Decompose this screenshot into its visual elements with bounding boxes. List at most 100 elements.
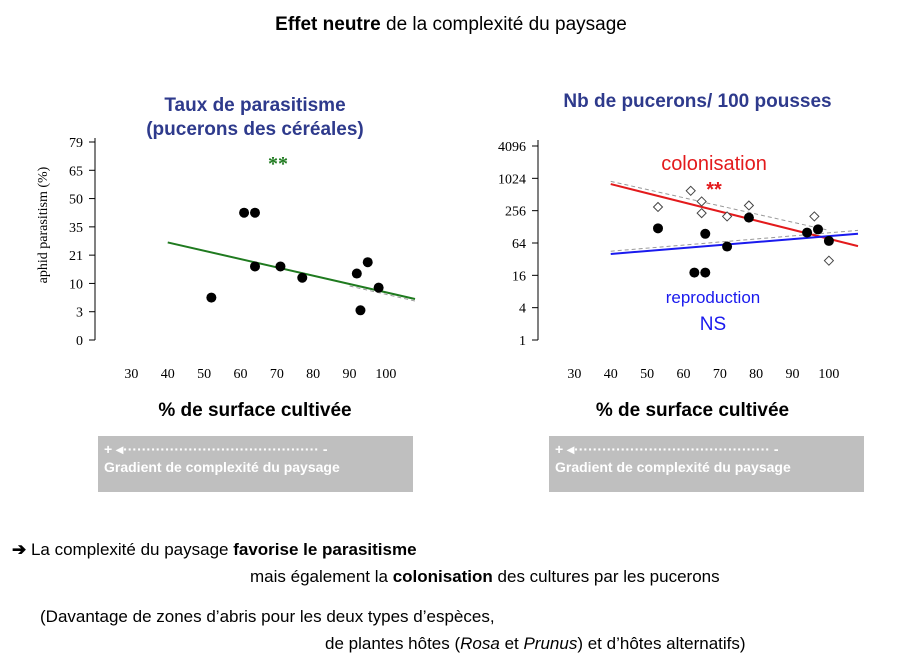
page-title: Effet neutre de la complexité du paysage (0, 14, 902, 36)
left-data-point (355, 305, 366, 316)
left-y-tick-label: 21 (69, 249, 83, 264)
left-data-point (297, 272, 308, 283)
left-significance-label: ** (268, 153, 288, 175)
left-x-tick-label: 70 (270, 367, 284, 382)
left-data-point (250, 207, 260, 218)
right-colonisation-point (685, 185, 696, 197)
right-y-tick-label: 256 (505, 205, 526, 220)
right-gradient-arrow: + ◂·····································… (555, 441, 779, 457)
right-colonisation-point (743, 200, 755, 211)
conclusion-l2-bold: colonisation (392, 567, 493, 586)
right-y-tick-label: 64 (512, 237, 526, 252)
left-y-tick-label: 50 (69, 193, 83, 208)
left-x-tick-label: 60 (233, 367, 247, 382)
right-reproduction-point (700, 228, 711, 239)
left-gradient-plus: + (104, 441, 113, 457)
conclusion-l4-mid: et (499, 634, 524, 653)
right-y-tick-label: 1 (519, 334, 526, 349)
conclusion-l1-pre: La complexité du paysage (26, 540, 234, 559)
left-x-tick-label: 100 (375, 367, 396, 382)
left-y-tick-label: 10 (69, 277, 83, 292)
right-x-tick-label: 80 (749, 367, 763, 382)
right-x-tick-label: 90 (786, 367, 800, 382)
right-x-tick-label: 60 (676, 367, 690, 382)
right-colonisation-dashed (610, 180, 830, 231)
right-reproduction-point (743, 212, 754, 223)
left-data-point (275, 261, 286, 272)
conclusion-line-4: de plantes hôtes (Rosa et Prunus) et d’h… (325, 634, 746, 654)
right-reproduction-stat: NS (700, 314, 726, 335)
right-gradient-box: + ◂·····································… (549, 436, 864, 492)
left-x-tick-label: 40 (161, 367, 175, 382)
conclusion-l1-bold: favorise le parasitisme (233, 540, 417, 559)
right-colonisation-stat: ** (706, 179, 722, 201)
left-x-axis-label: % de surface cultivée (158, 400, 352, 421)
left-chart: 0 3 10 21 35 50 65 79 30 40 50 60 70 80 90 100 aphid par… (36, 136, 416, 382)
left-x-tick-label: 50 (197, 367, 211, 382)
right-colonisation-point (721, 211, 733, 222)
conclusion-line-1: ➔ La complexité du paysage favorise le p… (12, 540, 417, 560)
right-x-tick-label: 100 (818, 367, 839, 382)
left-y-axis-label: aphid parasitism (%) (36, 166, 51, 283)
right-reproduction-point (689, 267, 700, 278)
left-data-point (206, 292, 217, 303)
right-colonisation-point (652, 201, 664, 213)
right-y-tick-label: 4 (519, 302, 526, 317)
left-x-tick-label: 80 (306, 367, 320, 382)
left-y-tick-label: 65 (69, 164, 83, 179)
left-data-point (373, 282, 384, 293)
right-gradient-label: Gradient de complexité du paysage (555, 459, 791, 475)
right-x-tick-label: 40 (604, 367, 618, 382)
right-chart-title: Nb de pucerons/ 100 pousses (563, 91, 832, 112)
right-colonisation-label: colonisation (661, 153, 767, 175)
right-x-tick-label: 30 (567, 367, 581, 382)
left-trend-line (167, 241, 416, 300)
conclusion-line-3: (Davantage de zones d’abris pour les deu… (40, 607, 495, 626)
right-reproduction-point (802, 227, 813, 238)
right-reproduction-dashed (610, 229, 859, 252)
page-title-bold: Effet neutre (275, 14, 381, 35)
left-y-tick-label: 0 (76, 334, 83, 349)
left-data-point (351, 268, 362, 279)
right-reproduction-trend (610, 232, 859, 255)
left-data-point (362, 257, 373, 268)
right-y-tick-label: 16 (512, 269, 526, 284)
right-y-tick-label: 1024 (498, 172, 526, 187)
right-colonisation-point (809, 211, 820, 222)
page-title-rest: de la complexité du paysage (380, 14, 627, 35)
conclusion-l4-pre: de plantes hôtes ( (325, 634, 461, 653)
left-chart-title: Taux de parasitisme (pucerons des céréal… (95, 94, 415, 142)
left-gradient-label: Gradient de complexité du paysage (104, 459, 340, 475)
left-gradient-minus: - (322, 441, 328, 457)
right-reproduction-label: reproduction (666, 288, 761, 307)
right-colonisation-point (696, 196, 707, 207)
left-x-tick-label: 30 (124, 367, 138, 382)
right-gradient-plus: + (555, 441, 564, 457)
left-chart-title-line2: (pucerons des céréales) (146, 119, 364, 140)
left-chart-title-line1: Taux de parasitisme (164, 95, 346, 116)
right-reproduction-point (823, 235, 834, 246)
right-colonisation-point (696, 207, 707, 219)
right-y-tick-label: 4096 (498, 140, 526, 155)
conclusion-l2-pre: mais également la (250, 567, 393, 586)
right-colonisation-trend (610, 183, 859, 248)
left-y-tick-label: 79 (69, 136, 83, 151)
right-gradient-minus: - (773, 441, 779, 457)
left-gradient-box: + ◂·····································… (98, 436, 413, 492)
conclusion-l2-post: des cultures par les pucerons (492, 567, 720, 586)
right-x-tick-label: 50 (640, 367, 654, 382)
right-x-tick-label: 70 (713, 367, 727, 382)
right-chart: 1 4 16 64 256 1024 4096 30 40 50 60 70 80 90 100 coloni… (498, 140, 859, 382)
right-reproduction-point (700, 267, 711, 278)
conclusion-l4-post: ) et d’hôtes alternatifs) (577, 634, 746, 653)
conclusion-arrow-icon: ➔ (12, 540, 27, 559)
right-colonisation-point (823, 255, 835, 266)
left-y-tick-label: 35 (69, 221, 83, 236)
conclusion-l4-rosa: Rosa (460, 634, 500, 653)
right-reproduction-point (653, 223, 663, 234)
left-x-tick-label: 90 (343, 367, 357, 382)
left-data-point (250, 261, 260, 272)
conclusion-line-2: mais également la colonisation des cultu… (250, 567, 720, 587)
left-gradient-arrow: + ◂·····································… (104, 441, 328, 457)
left-y-tick-label: 3 (76, 306, 83, 321)
